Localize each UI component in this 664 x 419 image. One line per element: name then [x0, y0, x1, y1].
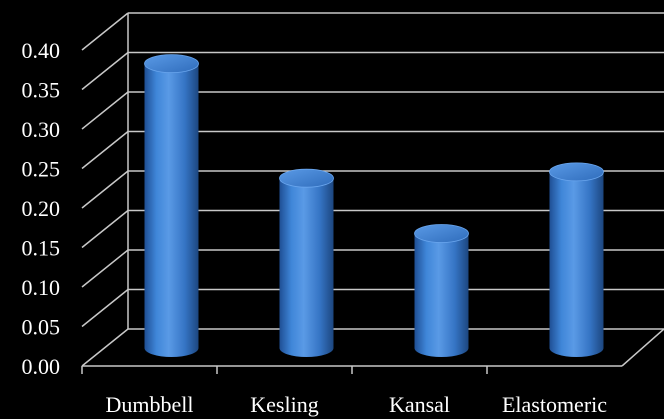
y-tick-label: 0.35: [22, 78, 61, 103]
y-tick-label: 0.40: [22, 38, 61, 63]
gridline-side: [81, 328, 129, 367]
y-tick-label: 0.15: [22, 236, 61, 261]
gridline-side: [81, 249, 129, 288]
bar-body: [144, 63, 199, 358]
bar-kansal: [414, 224, 469, 357]
y-tick-label: 0.30: [22, 117, 61, 142]
y-tick-label: 0.20: [22, 196, 61, 221]
y-tick-label: 0.25: [22, 157, 61, 182]
bar-body: [414, 233, 469, 357]
gridline-side: [81, 12, 129, 51]
gridline-side: [81, 288, 129, 328]
chart-labels: 0.00 0.05 0.10 0.15 0.20 0.25 0.30 0.35 0.40 Dumb…: [22, 38, 608, 417]
chart-bars: [144, 54, 604, 358]
y-tick-label: 0.05: [22, 315, 61, 340]
chart-axes: [81, 328, 664, 374]
x-tick-label: Kesling: [250, 392, 318, 417]
gridline-side: [81, 170, 129, 209]
bar-body: [279, 178, 334, 357]
gridline-side: [81, 209, 129, 249]
bar-cap: [144, 54, 199, 74]
gridline-side: [81, 91, 129, 130]
bar-cap: [549, 162, 604, 182]
y-tick-label: 0.00: [22, 354, 61, 379]
x-tick-label: Elastomeric: [502, 392, 607, 417]
y-tick-label: 0.10: [22, 275, 61, 300]
bar-cap: [414, 224, 469, 243]
bar-elastomeric: [549, 162, 604, 357]
bar-cap: [279, 168, 334, 188]
bar-dumbbell: [144, 54, 199, 358]
gridline-side: [81, 51, 129, 91]
x-tick-label: Kansal: [389, 392, 450, 417]
x-tick-label: Dumbbell: [106, 392, 194, 417]
gridline-side: [81, 130, 129, 170]
bar-body: [549, 171, 604, 357]
floor-edge: [621, 328, 664, 367]
bar-kesling: [279, 168, 334, 357]
